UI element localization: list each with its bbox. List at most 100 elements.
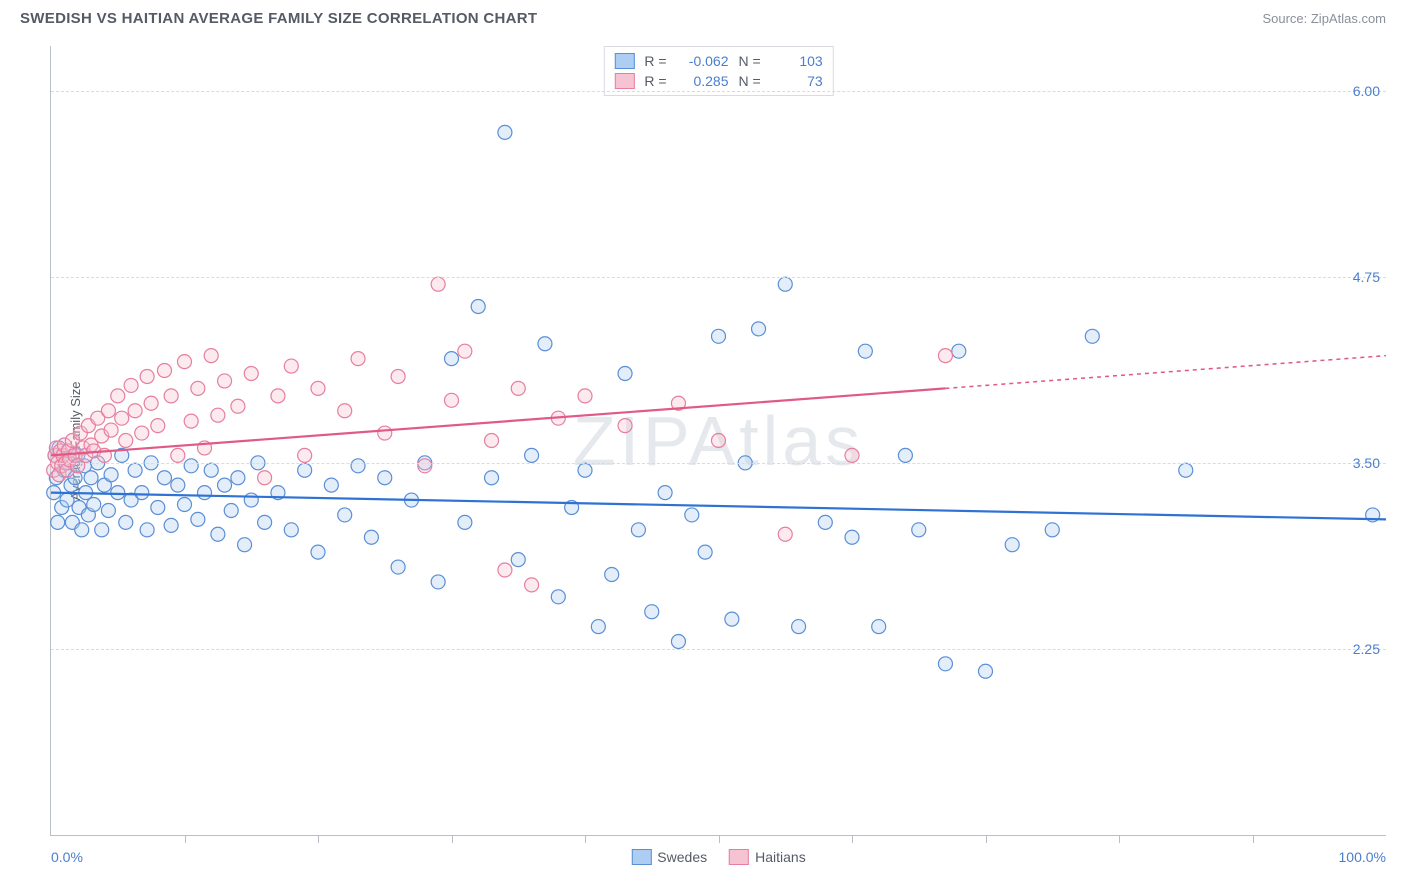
data-point bbox=[164, 389, 178, 403]
data-point bbox=[119, 515, 133, 529]
data-point bbox=[111, 389, 125, 403]
stat-r1: -0.062 bbox=[677, 53, 729, 69]
stat-r2: 0.285 bbox=[677, 73, 729, 89]
data-point bbox=[338, 404, 352, 418]
data-point bbox=[698, 545, 712, 559]
data-point bbox=[115, 411, 129, 425]
data-point bbox=[538, 337, 552, 351]
data-point bbox=[658, 486, 672, 500]
data-point bbox=[324, 478, 338, 492]
data-point bbox=[184, 459, 198, 473]
data-point bbox=[872, 620, 886, 634]
data-point bbox=[84, 471, 98, 485]
data-point bbox=[87, 498, 101, 512]
data-point bbox=[725, 612, 739, 626]
data-point bbox=[1045, 523, 1059, 537]
gridline bbox=[51, 277, 1386, 278]
legend-item-haitians: Haitians bbox=[729, 849, 806, 865]
stat-n2: 73 bbox=[771, 73, 823, 89]
data-point bbox=[104, 423, 118, 437]
data-point bbox=[938, 349, 952, 363]
data-point bbox=[258, 515, 272, 529]
x-tick bbox=[852, 835, 853, 843]
data-point bbox=[171, 478, 185, 492]
data-point bbox=[364, 530, 378, 544]
data-point bbox=[511, 381, 525, 395]
data-point bbox=[645, 605, 659, 619]
gridline bbox=[51, 649, 1386, 650]
data-point bbox=[184, 414, 198, 428]
data-point bbox=[231, 471, 245, 485]
data-point bbox=[104, 468, 118, 482]
stat-r-label: R = bbox=[644, 73, 666, 89]
data-point bbox=[244, 493, 258, 507]
data-point bbox=[1179, 463, 1193, 477]
data-point bbox=[578, 463, 592, 477]
data-point bbox=[378, 471, 392, 485]
data-point bbox=[135, 486, 149, 500]
data-point bbox=[140, 523, 154, 537]
data-point bbox=[164, 518, 178, 532]
data-point bbox=[431, 277, 445, 291]
data-point bbox=[752, 322, 766, 336]
data-point bbox=[101, 404, 115, 418]
data-point bbox=[418, 459, 432, 473]
data-point bbox=[284, 359, 298, 373]
data-point bbox=[238, 538, 252, 552]
data-point bbox=[511, 553, 525, 567]
data-point bbox=[858, 344, 872, 358]
x-tick bbox=[185, 835, 186, 843]
data-point bbox=[431, 575, 445, 589]
data-point bbox=[712, 434, 726, 448]
x-tick bbox=[1119, 835, 1120, 843]
data-point bbox=[378, 426, 392, 440]
data-point bbox=[119, 434, 133, 448]
data-point bbox=[618, 367, 632, 381]
data-point bbox=[218, 478, 232, 492]
x-tick bbox=[719, 835, 720, 843]
legend: Swedes Haitians bbox=[631, 849, 805, 865]
data-point bbox=[1085, 329, 1099, 343]
stat-r-label: R = bbox=[644, 53, 666, 69]
data-point bbox=[845, 448, 859, 462]
data-point bbox=[618, 419, 632, 433]
data-point bbox=[101, 503, 115, 517]
data-point bbox=[157, 364, 171, 378]
data-point bbox=[135, 426, 149, 440]
data-point bbox=[591, 620, 605, 634]
data-point bbox=[525, 578, 539, 592]
data-point bbox=[845, 530, 859, 544]
data-point bbox=[111, 486, 125, 500]
data-point bbox=[258, 471, 272, 485]
data-point bbox=[144, 396, 158, 410]
data-point bbox=[231, 399, 245, 413]
data-point bbox=[298, 463, 312, 477]
data-point bbox=[498, 563, 512, 577]
y-tick-label: 2.25 bbox=[1353, 641, 1380, 657]
data-point bbox=[578, 389, 592, 403]
data-point bbox=[685, 508, 699, 522]
data-point bbox=[284, 523, 298, 537]
data-point bbox=[445, 393, 459, 407]
data-point bbox=[391, 369, 405, 383]
data-point bbox=[525, 448, 539, 462]
data-point bbox=[211, 408, 225, 422]
data-point bbox=[818, 515, 832, 529]
data-point bbox=[191, 381, 205, 395]
x-axis-start: 0.0% bbox=[51, 849, 83, 865]
data-point bbox=[778, 277, 792, 291]
x-axis-end: 100.0% bbox=[1339, 849, 1386, 865]
data-point bbox=[51, 515, 65, 529]
x-tick bbox=[1253, 835, 1254, 843]
data-point bbox=[351, 459, 365, 473]
trendline bbox=[945, 356, 1386, 389]
data-point bbox=[244, 367, 258, 381]
chart-title: SWEDISH VS HAITIAN AVERAGE FAMILY SIZE C… bbox=[20, 10, 537, 27]
data-point bbox=[151, 419, 165, 433]
data-point bbox=[151, 500, 165, 514]
y-tick-label: 6.00 bbox=[1353, 83, 1380, 99]
gridline bbox=[51, 463, 1386, 464]
data-point bbox=[498, 125, 512, 139]
stats-row-2: R = 0.285 N = 73 bbox=[614, 71, 822, 91]
data-point bbox=[458, 344, 472, 358]
